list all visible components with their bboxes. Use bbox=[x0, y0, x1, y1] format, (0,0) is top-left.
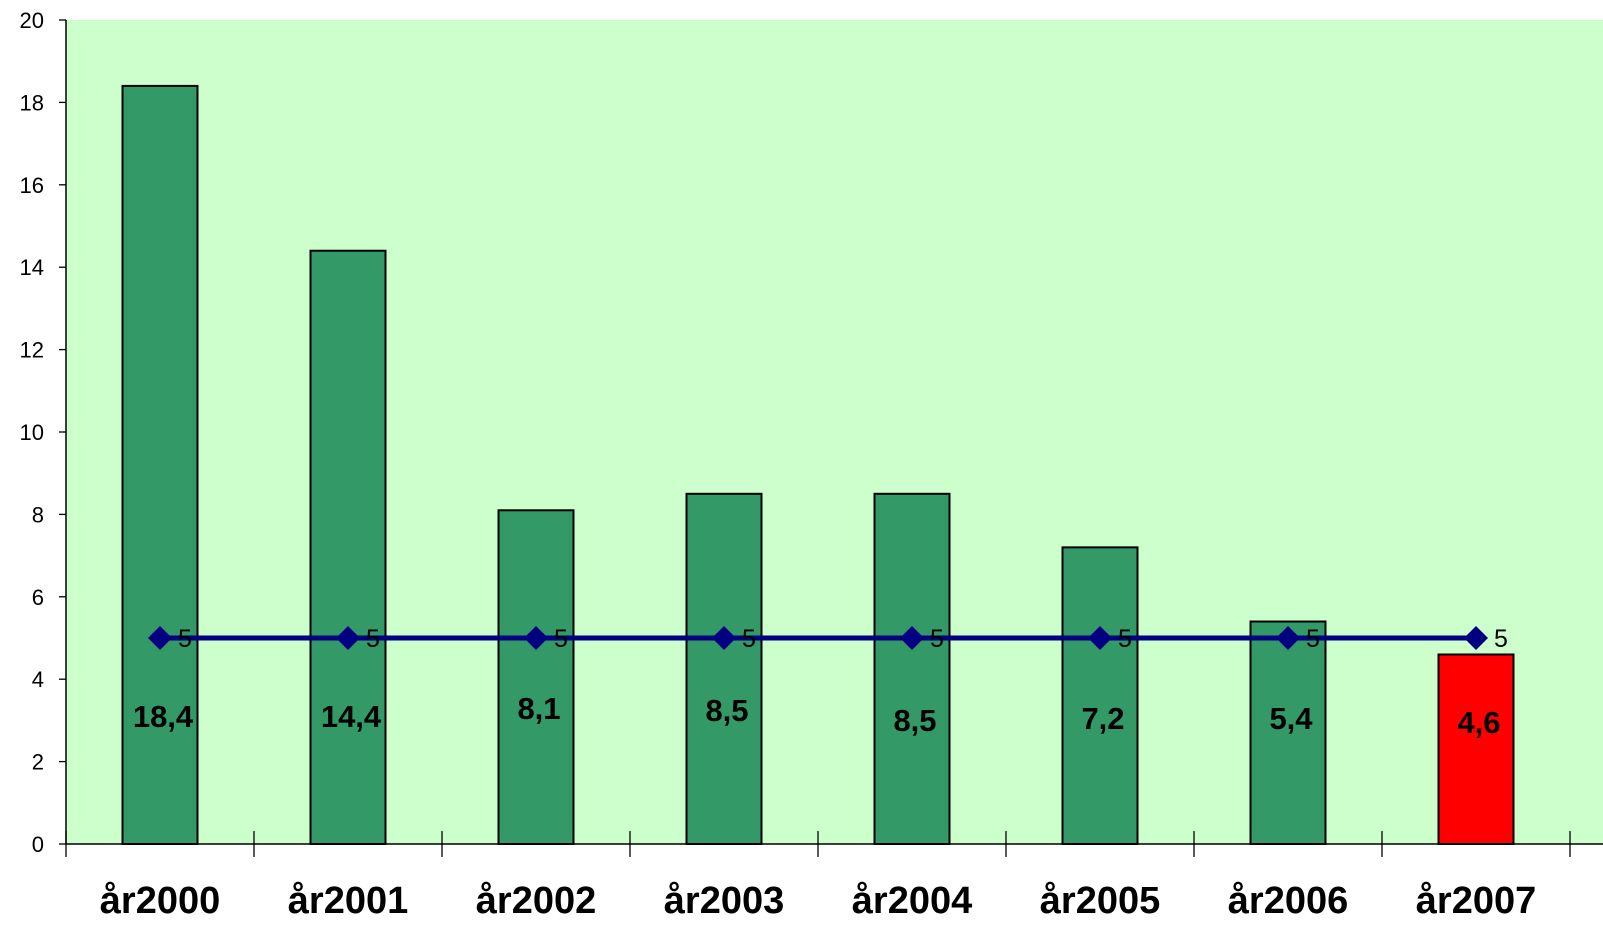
line-value-label: 5 bbox=[930, 625, 944, 653]
y-tick-label: 16 bbox=[20, 173, 44, 198]
bar-value-label: 8,5 bbox=[893, 703, 936, 738]
x-category-label: år2005 bbox=[1040, 880, 1160, 922]
bar-value-label: 18,4 bbox=[133, 699, 194, 734]
bar-value-label: 5,4 bbox=[1269, 701, 1313, 736]
bar-value-label: 7,2 bbox=[1081, 701, 1124, 736]
x-category-label: år2000 bbox=[100, 880, 220, 922]
y-tick-label: 6 bbox=[32, 585, 44, 610]
line-marker bbox=[712, 626, 736, 650]
line-value-label: 5 bbox=[178, 625, 192, 653]
line-marker bbox=[1088, 626, 1112, 650]
line-value-label: 5 bbox=[1118, 625, 1132, 653]
line-marker bbox=[1464, 626, 1488, 650]
bar-value-label: 8,1 bbox=[517, 691, 560, 726]
y-tick-label: 14 bbox=[20, 255, 44, 280]
bar bbox=[1249, 620, 1327, 846]
line-value-label: 5 bbox=[366, 625, 380, 653]
bar bbox=[685, 492, 763, 845]
line-value-label: 5 bbox=[742, 625, 756, 653]
bar bbox=[309, 249, 387, 846]
y-tick-label: 2 bbox=[32, 750, 44, 775]
x-category-label: år2002 bbox=[476, 880, 596, 922]
bar bbox=[121, 84, 199, 846]
line-marker bbox=[524, 626, 548, 650]
bar bbox=[1437, 653, 1515, 845]
bar-value-label: 8,5 bbox=[705, 693, 748, 728]
y-tick-label: 18 bbox=[20, 90, 44, 115]
y-tick-label: 4 bbox=[32, 667, 44, 692]
bar-value-label: 4,6 bbox=[1457, 705, 1500, 740]
x-category-label: år2004 bbox=[852, 880, 972, 922]
line-value-label: 5 bbox=[1306, 625, 1320, 653]
line-marker bbox=[900, 626, 924, 650]
y-tick-label: 8 bbox=[32, 502, 44, 527]
bar bbox=[873, 492, 951, 845]
line-marker bbox=[1276, 626, 1300, 650]
x-category-label: år2001 bbox=[288, 880, 408, 922]
x-category-label: år2006 bbox=[1228, 880, 1348, 922]
y-tick-label: 12 bbox=[20, 338, 44, 363]
line-marker bbox=[336, 626, 360, 650]
y-tick-label: 10 bbox=[20, 420, 44, 445]
bar bbox=[497, 509, 575, 845]
bar-value-label: 14,4 bbox=[321, 699, 382, 734]
line-value-label: 5 bbox=[1494, 625, 1508, 653]
line-marker bbox=[148, 626, 172, 650]
y-tick-label: 0 bbox=[32, 832, 44, 857]
bar bbox=[1061, 546, 1139, 845]
x-category-label: år2007 bbox=[1416, 880, 1536, 922]
plot-area bbox=[66, 20, 1603, 844]
line-value-label: 5 bbox=[554, 625, 568, 653]
x-category-label: år2003 bbox=[664, 880, 784, 922]
y-tick-label: 20 bbox=[20, 8, 44, 33]
